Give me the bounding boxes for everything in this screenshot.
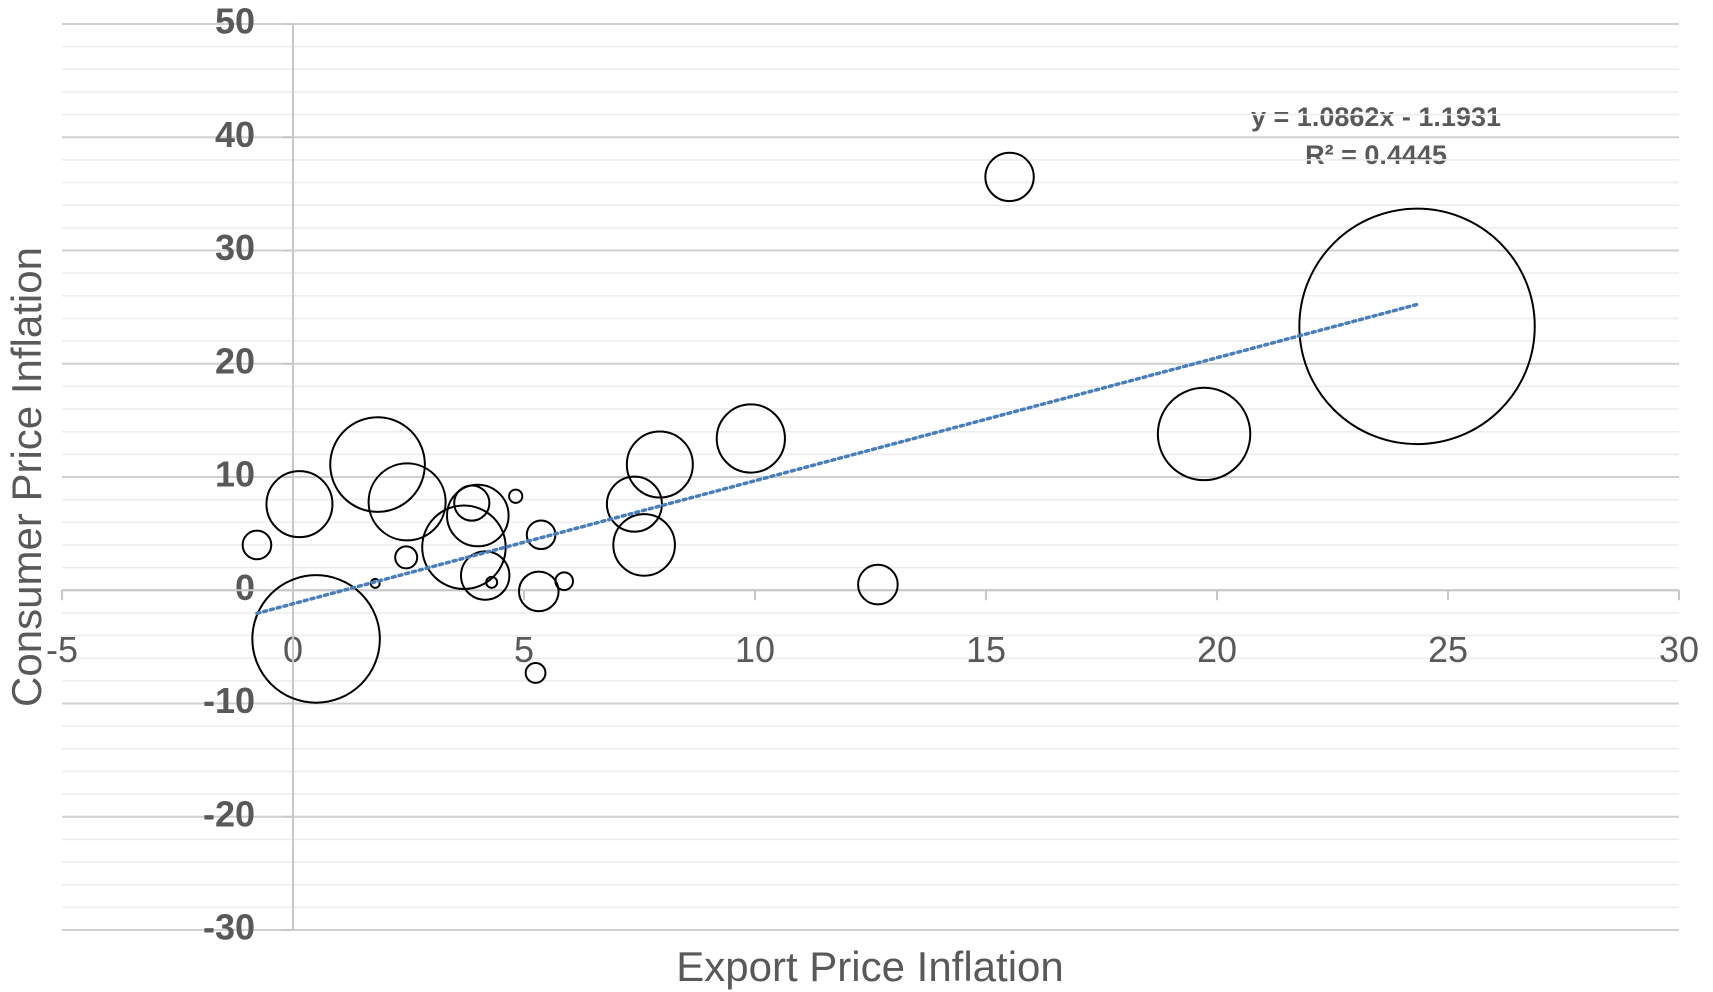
x-tick-label: 5 (514, 629, 534, 670)
x-axis-title: Export Price Inflation (676, 943, 1064, 990)
trend-r2: R² = 0.4445 (1305, 140, 1447, 170)
bubble (625, 430, 694, 499)
y-tick-label: 30 (215, 227, 255, 268)
bubble (508, 488, 524, 504)
x-tick-label: 10 (735, 629, 775, 670)
bubble (715, 403, 786, 474)
bubble (517, 570, 560, 613)
bubble (265, 470, 334, 539)
y-tick-label: 20 (215, 340, 255, 381)
x-tick-label: -5 (46, 629, 78, 670)
trendline (255, 302, 1419, 616)
bubble (984, 151, 1035, 203)
bubble (367, 462, 447, 542)
y-tick-label: 10 (215, 454, 255, 495)
y-tick-label: -20 (203, 793, 255, 834)
bubble (1156, 386, 1252, 482)
y-tick-label: 50 (215, 1, 255, 42)
x-tick-label: 30 (1659, 629, 1699, 670)
bubble (459, 550, 511, 601)
bubble (329, 416, 426, 513)
x-tick-label: 20 (1197, 629, 1237, 670)
bubble (446, 483, 510, 548)
bubble (524, 662, 547, 684)
bubble (857, 563, 899, 606)
y-tick-label: 0 (235, 567, 255, 608)
y-tick-label: 40 (215, 114, 255, 155)
y-axis-title: Consumer Price Inflation (3, 247, 50, 707)
bubble (612, 513, 676, 577)
bubble (241, 529, 273, 561)
y-tick-label: -10 (203, 680, 255, 721)
x-tick-label: 15 (966, 629, 1006, 670)
trend-equation: y = 1.0862x - 1.1931 (1251, 102, 1501, 132)
x-tick-label: 25 (1428, 629, 1468, 670)
bubble (485, 575, 499, 589)
bubble (554, 571, 574, 591)
bubble (1298, 207, 1536, 446)
bubble (394, 545, 419, 570)
bubble (251, 574, 381, 704)
y-tick-label: -30 (203, 907, 255, 948)
